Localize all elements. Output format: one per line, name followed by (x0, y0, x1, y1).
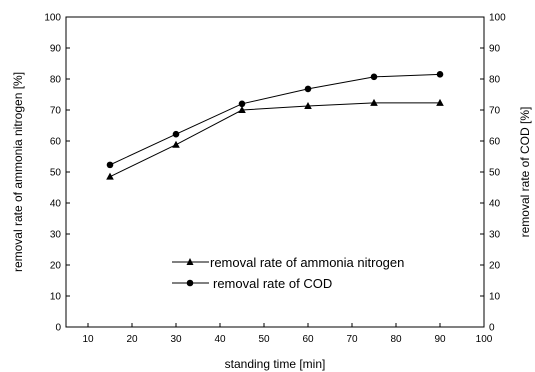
y-tick-label-left: 10 (50, 292, 62, 303)
data-point-circle (238, 100, 246, 108)
x-tick-label: 20 (126, 334, 138, 345)
y-axis-left-ticks: 0 10 20 30 40 50 60 70 80 90 100 (44, 13, 70, 334)
x-tick-label: 60 (302, 334, 314, 345)
x-axis-title: standing time [min] (225, 357, 326, 371)
x-tick-label: 40 (214, 334, 226, 345)
y-tick-label-right: 70 (489, 106, 501, 117)
data-point-triangle (106, 172, 114, 180)
data-point-triangle (238, 106, 246, 113)
y-tick-label-right: 20 (489, 261, 501, 272)
y-tick-label-right: 80 (489, 75, 501, 86)
y-tick-label-right: 30 (489, 230, 501, 241)
y-tick-label-right: 0 (489, 323, 495, 334)
data-point-circle (370, 73, 378, 81)
series-line-1 (109, 73, 441, 166)
y-tick-label-left: 80 (50, 75, 62, 86)
y-tick-label-left: 0 (55, 323, 61, 334)
y-axis-right-title: removal rate of COD [%] (518, 107, 532, 238)
series-layer (106, 71, 444, 180)
y-tick-label-right: 50 (489, 168, 501, 179)
x-tick-label: 90 (434, 334, 446, 345)
y-tick-label-left: 50 (50, 168, 62, 179)
data-point-triangle (172, 140, 180, 148)
y-tick-label-left: 40 (50, 199, 62, 210)
y-tick-label-left: 100 (44, 13, 61, 24)
legend: removal rate of ammonia nitrogen removal… (172, 255, 404, 291)
data-point-circle (106, 161, 114, 169)
y-tick-label-right: 100 (489, 13, 506, 24)
x-axis-ticks: 10 20 30 40 50 60 70 80 90 100 (82, 323, 493, 345)
y-tick-label-right: 90 (489, 44, 501, 55)
x-tick-label: 70 (346, 334, 358, 345)
y-tick-label-left: 20 (50, 261, 62, 272)
y-tick-label-left: 30 (50, 230, 62, 241)
data-point-circle (304, 85, 312, 93)
y-axis-right-ticks: 0 10 20 30 40 50 60 70 80 90 100 (480, 13, 506, 334)
legend-label-ammonia: removal rate of ammonia nitrogen (210, 255, 404, 270)
y-tick-label-left: 60 (50, 137, 62, 148)
x-tick-label: 10 (82, 334, 94, 345)
y-axis-left-title: removal rate of ammonia nitrogen [%] (11, 72, 25, 272)
data-point-triangle (436, 98, 444, 106)
x-tick-label: 30 (170, 334, 182, 345)
data-point-triangle (304, 101, 312, 109)
y-tick-label-left: 90 (50, 44, 62, 55)
data-point-triangle (370, 98, 378, 106)
y-tick-label-right: 10 (489, 292, 501, 303)
x-tick-label: 80 (390, 334, 402, 345)
y-tick-label-left: 70 (50, 106, 62, 117)
y-tick-label-right: 40 (489, 199, 501, 210)
x-tick-label: 50 (258, 334, 270, 345)
legend-marker-ammonia (186, 258, 194, 265)
data-point-circle (172, 130, 180, 138)
series-line-0 (109, 102, 440, 178)
legend-marker-cod (186, 279, 194, 287)
y-tick-label-right: 60 (489, 137, 501, 148)
x-tick-label: 100 (476, 334, 493, 345)
legend-label-cod: removal rate of COD (213, 276, 332, 291)
data-point-circle (436, 71, 444, 78)
